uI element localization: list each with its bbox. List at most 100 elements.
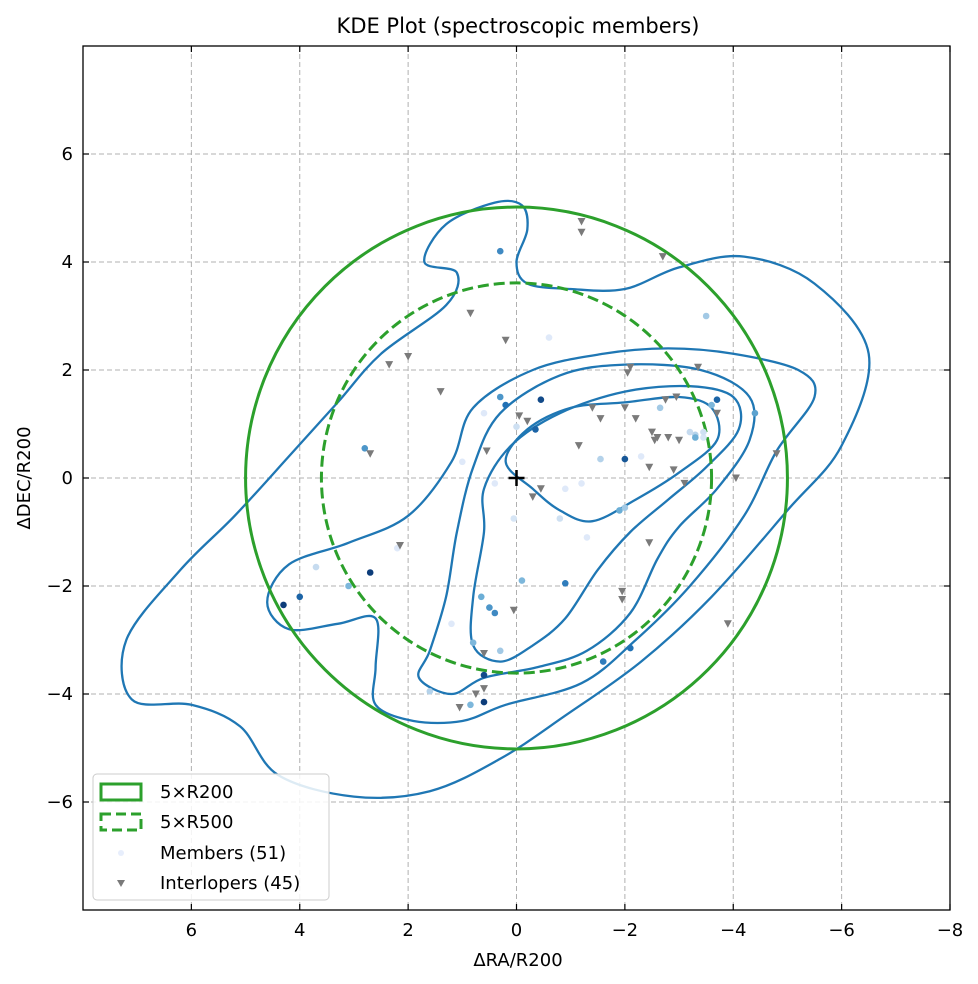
legend-r500-swatch — [99, 812, 143, 832]
member-point — [599, 658, 607, 665]
interloper-point — [723, 620, 732, 628]
interloper-point — [672, 393, 681, 401]
member-point — [686, 428, 694, 436]
interloper-point — [523, 417, 532, 426]
interloper-point — [471, 690, 480, 698]
kde-contour — [417, 363, 756, 696]
y-tick-label: 2 — [62, 360, 73, 381]
interloper-point — [596, 415, 605, 423]
member-point — [491, 480, 499, 487]
legend-label: Members (51) — [160, 843, 286, 864]
member-point — [477, 593, 485, 601]
interloper-point — [623, 369, 632, 377]
interloper-point — [645, 463, 654, 472]
member-point — [296, 593, 304, 601]
interloper-point — [647, 428, 656, 437]
member-point — [502, 401, 509, 409]
interloper-point — [712, 409, 721, 418]
x-tick-label: −2 — [612, 920, 639, 941]
y-tick-label: −6 — [46, 792, 73, 813]
interloper-point — [466, 309, 475, 318]
interloper-point — [385, 361, 394, 369]
member-point — [561, 580, 569, 587]
member-point — [480, 698, 488, 706]
interloper-point — [694, 363, 703, 372]
member-point — [496, 647, 504, 655]
member-point — [545, 334, 553, 341]
x-tick-label: 0 — [511, 920, 522, 941]
member-point — [312, 563, 320, 571]
interloper-point — [620, 404, 629, 412]
x-tick-label: 6 — [186, 920, 197, 941]
member-point — [361, 445, 369, 452]
member-point — [597, 455, 604, 463]
member-point — [708, 401, 715, 409]
member-point — [532, 426, 539, 433]
kde-contour — [120, 199, 871, 799]
interloper-point — [661, 396, 670, 404]
member-point — [656, 404, 664, 412]
interloper-point — [680, 479, 689, 488]
interloper-point — [404, 353, 413, 361]
member-point — [496, 247, 504, 255]
chart-title: KDE Plot (spectroscopic members) — [337, 14, 700, 38]
member-point — [621, 455, 629, 463]
legend-label: 5×R200 — [160, 782, 233, 803]
interloper-point — [618, 596, 627, 604]
interloper-point — [395, 542, 404, 550]
interloper-point — [653, 434, 662, 442]
legend-r200-swatch — [99, 782, 143, 802]
member-point — [583, 534, 591, 541]
legend-member-swatch — [118, 850, 124, 856]
member-point — [469, 639, 477, 646]
member-point — [616, 507, 623, 514]
x-tick-label: 2 — [402, 920, 413, 941]
interloper-point — [515, 412, 524, 420]
r200-circle — [244, 205, 789, 751]
member-point — [467, 701, 474, 709]
interloper-point — [772, 450, 781, 458]
member-point — [518, 577, 526, 584]
member-point — [480, 409, 488, 417]
x-tick-label: −4 — [720, 920, 747, 941]
member-point — [626, 644, 634, 652]
interloper-point — [482, 447, 491, 455]
interloper-point — [574, 442, 583, 450]
interloper-point — [501, 336, 510, 345]
member-point — [486, 604, 493, 611]
interloper-point — [577, 228, 586, 237]
interloper-point — [618, 587, 627, 596]
member-point — [556, 515, 564, 522]
y-tick-label: 6 — [62, 144, 73, 165]
member-point — [459, 458, 466, 466]
legend-label: Interlopers (45) — [160, 873, 300, 894]
kde-contour — [266, 347, 817, 725]
interloper-point — [658, 253, 667, 261]
interloper-point — [479, 685, 488, 693]
r500-circle — [319, 281, 714, 675]
member-point — [692, 434, 699, 441]
x-tick-label: −6 — [828, 920, 855, 941]
member-point — [700, 428, 707, 436]
kde-contour — [504, 395, 721, 523]
member-point — [561, 485, 569, 493]
axis-ticks: 6 4 2 0 −2 −4 −6 −8 6 4 2 0 −2 −4 −6 — [46, 46, 963, 941]
interloper-point — [675, 436, 684, 445]
member-point — [366, 569, 374, 576]
interloper-point — [731, 474, 740, 482]
y-tick-label: −4 — [46, 684, 73, 705]
interloper-point — [366, 450, 375, 458]
interloper-point — [577, 218, 586, 226]
member-point — [280, 601, 287, 609]
x-tick-label: 4 — [294, 920, 305, 941]
member-point — [751, 409, 759, 417]
member-point — [700, 434, 707, 441]
member-point — [637, 453, 645, 460]
interloper-point — [588, 404, 597, 412]
x-axis-label: ΔRA/R200 — [473, 950, 562, 971]
interloper-point — [455, 704, 464, 712]
member-point — [426, 688, 434, 695]
interloper-point — [509, 606, 518, 615]
y-axis-label: ΔDEC/R200 — [14, 426, 35, 529]
